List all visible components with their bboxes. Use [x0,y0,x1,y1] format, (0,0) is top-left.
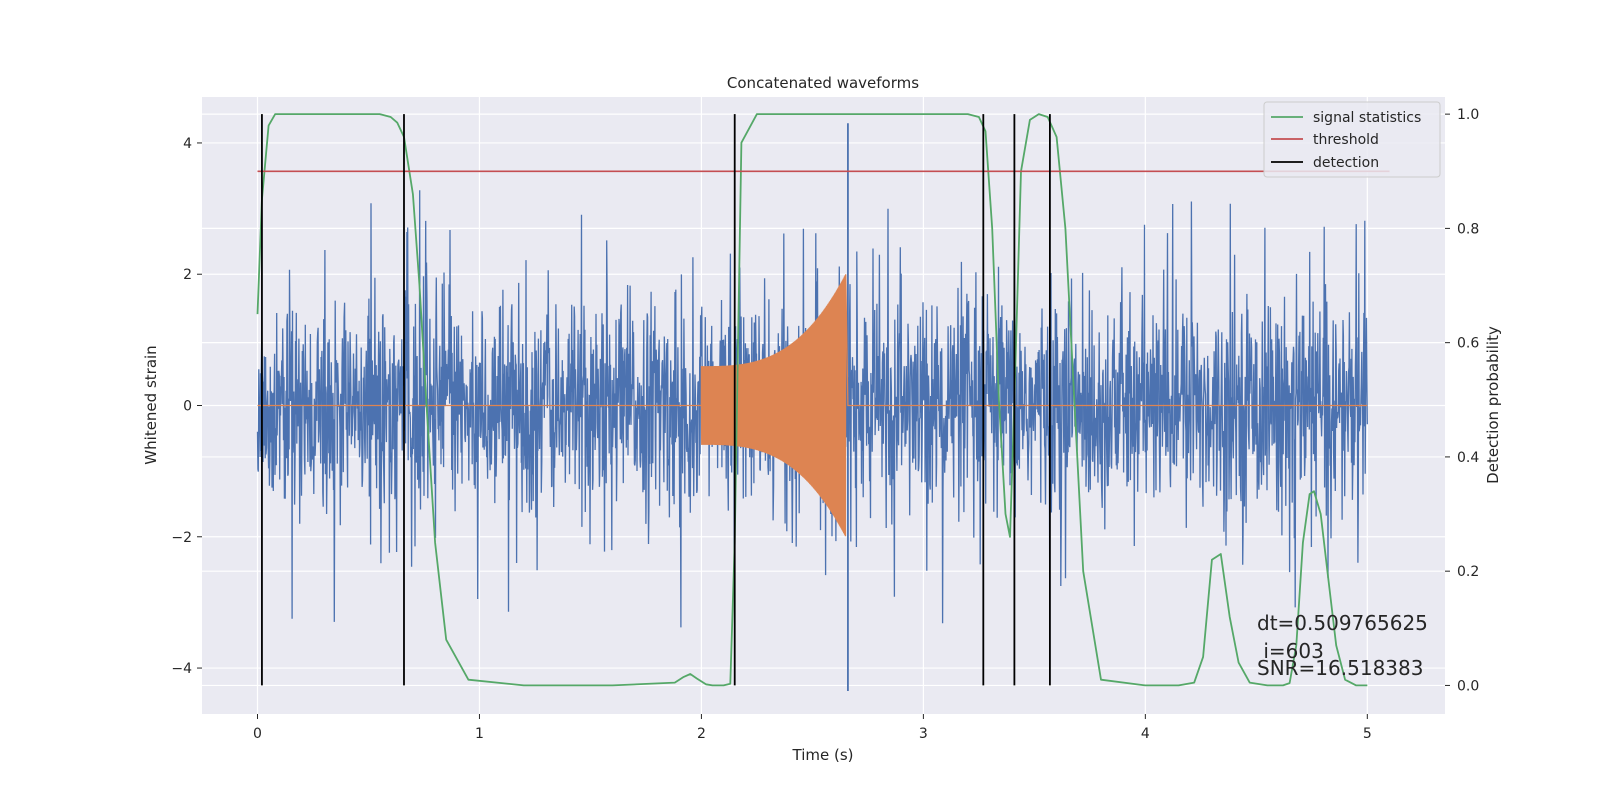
series-layer [256,113,1390,692]
y2-tick-label-4: 0.8 [1457,221,1479,237]
y2-tick-label-2: 0.4 [1457,450,1479,466]
legend-label-threshold: threshold [1313,132,1379,148]
y-tick-label-3: 2 [183,267,192,283]
y2-tick-label-0: 0.0 [1457,678,1479,694]
legend-label-signal-statistics: signal statistics [1313,110,1421,126]
y2-tick-label-3: 0.6 [1457,336,1479,352]
legend: signal statistics threshold detection [1263,101,1441,178]
y2-axis-label: Detection probability [1484,326,1502,484]
y-axis-label: Whitened strain [142,345,160,464]
legend-box [1263,101,1441,178]
y2-tick-label-5: 1.0 [1457,107,1479,123]
annotation-index: i=603 [1257,639,1324,663]
y2-tick-label-1: 0.2 [1457,564,1479,580]
annotation-snr: SNR=16.518383 [1257,656,1423,680]
x-tick-label-0: 0 [253,726,262,742]
chart-title: Concatenated waveforms [727,74,919,92]
y-tick-label-1: −2 [171,530,192,546]
y-tick-label-4: 4 [183,136,192,152]
annotation-dt: dt=0.509765625 [1257,611,1428,635]
legend-label-detection: detection [1313,155,1379,171]
template-series-line [257,274,1368,537]
x-tick-label-2: 2 [697,726,706,742]
x-tick-label-3: 3 [919,726,928,742]
x-tick-label-1: 1 [475,726,484,742]
y-tick-label-0: −4 [171,661,192,677]
x-tick-label-5: 5 [1363,726,1372,742]
signal-statistics-line [256,113,1368,687]
x-tick-label-4: 4 [1141,726,1150,742]
axis-layer: 0 1 2 3 4 5 −4 −2 0 2 4 0.0 0.2 0.4 0.6 0.8 1.0 [171,107,1479,742]
x-axis-label: Time (s) [792,746,854,764]
y-tick-label-2: 0 [183,399,192,415]
